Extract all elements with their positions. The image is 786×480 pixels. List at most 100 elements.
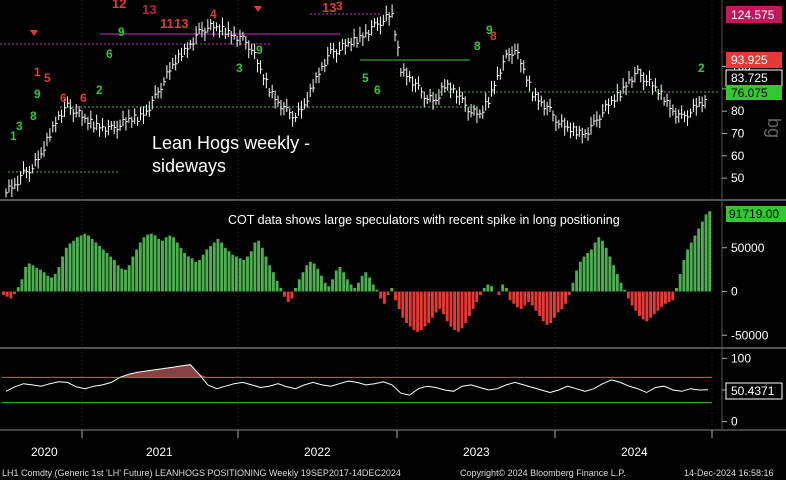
cot-bar bbox=[46, 275, 50, 292]
cot-bar bbox=[615, 274, 619, 292]
td-count-2: 2 bbox=[698, 61, 705, 75]
svg-text:50.4371: 50.4371 bbox=[731, 384, 775, 398]
cot-bar bbox=[445, 291, 449, 322]
cot-bar bbox=[390, 288, 394, 292]
cot-bar bbox=[157, 239, 161, 292]
td-count-8: 8 bbox=[490, 29, 497, 43]
cot-annotation: COT data shows large speculators with re… bbox=[228, 213, 620, 227]
cot-bar bbox=[575, 270, 579, 292]
td-count-1: 1 bbox=[34, 65, 41, 79]
cot-bar bbox=[9, 291, 13, 299]
cot-bar bbox=[649, 291, 653, 318]
cot-bar bbox=[689, 242, 693, 292]
cot-bar bbox=[50, 277, 53, 292]
cot-bar bbox=[345, 279, 349, 292]
cot-bar bbox=[586, 253, 590, 292]
cot-bars bbox=[2, 211, 712, 332]
cot-bar bbox=[64, 247, 68, 292]
cot-bar bbox=[656, 291, 660, 311]
cot-bar bbox=[556, 291, 560, 313]
cot-bar bbox=[567, 291, 571, 295]
cot-bar bbox=[582, 256, 586, 292]
cot-bar bbox=[279, 288, 283, 292]
td-count-6: 6 bbox=[374, 83, 381, 97]
cot-bar bbox=[183, 253, 187, 292]
cot-bar bbox=[704, 214, 708, 292]
svg-text:93.925: 93.925 bbox=[731, 53, 768, 67]
cot-bar bbox=[186, 256, 190, 292]
cot-bar bbox=[501, 284, 505, 292]
cot-bar bbox=[112, 260, 116, 292]
cot-bar bbox=[486, 284, 490, 292]
cot-bar bbox=[223, 247, 227, 292]
footer: LH1 Comdty (Generic 1st 'LH' Future) LEA… bbox=[2, 468, 774, 478]
cot-bar bbox=[301, 272, 305, 292]
price-label-red: 93.925 bbox=[726, 52, 782, 68]
cot-bar bbox=[626, 291, 630, 299]
cot-bar bbox=[571, 282, 575, 292]
cot-bar bbox=[297, 279, 301, 292]
cot-bar bbox=[234, 256, 238, 292]
cot-bar bbox=[541, 291, 545, 322]
cot-panel: COT data shows large speculators with re… bbox=[2, 206, 786, 342]
cot-bar bbox=[124, 269, 127, 292]
cot-bar bbox=[497, 291, 501, 295]
cot-bar bbox=[408, 291, 412, 327]
cot-bar bbox=[179, 247, 183, 292]
cot-bar bbox=[323, 282, 327, 292]
cot-bar bbox=[271, 272, 275, 292]
cot-bar bbox=[268, 265, 272, 292]
cot-bar bbox=[331, 279, 335, 292]
td-count-8: 8 bbox=[474, 39, 481, 53]
cot-bar bbox=[61, 256, 65, 292]
cot-bar bbox=[416, 291, 420, 332]
x-label-2020: 2020 bbox=[31, 445, 58, 459]
cot-bar bbox=[42, 272, 46, 292]
cot-bar bbox=[294, 288, 298, 292]
cot-bar bbox=[419, 291, 423, 330]
cot-bar bbox=[35, 267, 39, 292]
x-label-2023: 2023 bbox=[463, 445, 490, 459]
cot-axis: -50000 0 50000 bbox=[722, 241, 769, 342]
td-count-13: 13 bbox=[142, 2, 156, 17]
cot-bar bbox=[449, 291, 453, 327]
td-count-12: 12 bbox=[112, 0, 126, 11]
cot-bar bbox=[405, 291, 408, 323]
cot-bar bbox=[68, 243, 72, 292]
cot-bar bbox=[175, 242, 179, 292]
cot-bar bbox=[545, 291, 549, 325]
cot-bar bbox=[227, 251, 231, 292]
cot-bar bbox=[138, 242, 142, 292]
price-label-green: 76.075 bbox=[726, 85, 782, 100]
cot-bar bbox=[552, 291, 556, 318]
cot-bar bbox=[305, 265, 309, 292]
cot-bar bbox=[312, 263, 316, 292]
cot-bar bbox=[549, 291, 553, 323]
cot-bar bbox=[264, 256, 268, 292]
cot-bar bbox=[353, 288, 357, 292]
cot-bar bbox=[386, 291, 390, 295]
cot-bar bbox=[434, 291, 438, 313]
cot-bar bbox=[231, 254, 235, 292]
cot-bar bbox=[98, 246, 102, 292]
td-count-8: 8 bbox=[30, 109, 37, 123]
cot-bar bbox=[360, 275, 364, 292]
cot-bar bbox=[645, 291, 649, 322]
cot-bar bbox=[79, 235, 83, 292]
cot-bar bbox=[612, 265, 616, 292]
cot-bar bbox=[53, 274, 57, 292]
rsi-overbought-fill bbox=[6, 364, 708, 378]
cot-bar bbox=[242, 260, 246, 292]
cot-bar bbox=[131, 256, 135, 292]
cot-bar bbox=[290, 291, 294, 299]
cot-bar bbox=[671, 291, 675, 301]
cot-bar bbox=[286, 291, 290, 302]
cot-bar bbox=[308, 261, 312, 292]
td-count-3: 3 bbox=[336, 0, 343, 13]
cot-bar bbox=[467, 291, 471, 316]
cot-bar bbox=[172, 237, 176, 292]
cot-tick-label: -50000 bbox=[731, 328, 769, 342]
svg-text:76.075: 76.075 bbox=[731, 86, 768, 100]
cot-bar bbox=[349, 284, 353, 292]
